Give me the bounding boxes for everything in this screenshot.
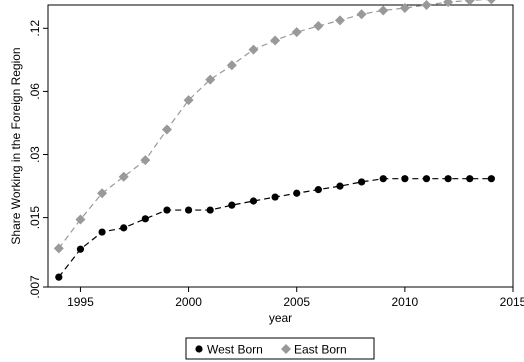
y-tick-label: .12 xyxy=(28,20,42,37)
data-point xyxy=(75,214,86,225)
data-point xyxy=(120,224,128,232)
legend-label: West Born xyxy=(207,343,263,357)
legend-item: East Born xyxy=(281,343,347,357)
data-point xyxy=(487,175,495,183)
y-tick-label: .06 xyxy=(28,83,42,100)
data-point xyxy=(248,44,259,55)
legend-marker xyxy=(195,345,203,353)
y-axis: .007 .015 .03 .06 .12 xyxy=(28,20,48,299)
x-tick-label: 2015 xyxy=(500,295,524,309)
data-point xyxy=(443,0,454,8)
data-point xyxy=(76,245,85,253)
data-point xyxy=(118,171,129,182)
legend-box xyxy=(185,337,375,360)
data-point xyxy=(206,206,214,214)
data-point xyxy=(356,9,367,20)
data-point xyxy=(379,175,387,183)
data-point xyxy=(161,124,172,135)
y-tick-label: .015 xyxy=(28,206,42,230)
data-point xyxy=(53,243,64,254)
data-point xyxy=(422,175,431,183)
data-point xyxy=(313,21,324,32)
series-layer xyxy=(53,0,496,281)
data-point xyxy=(98,228,106,236)
x-axis: 1995 2000 2005 2010 2015 xyxy=(67,287,524,309)
data-point xyxy=(163,206,171,214)
data-point xyxy=(228,201,236,209)
data-point xyxy=(184,206,193,214)
series-west-born xyxy=(55,175,495,281)
data-point xyxy=(466,175,474,183)
data-point xyxy=(464,0,475,6)
data-point xyxy=(314,186,322,194)
y-tick-label: .007 xyxy=(28,275,42,299)
legend-label: East Born xyxy=(294,343,347,357)
data-point xyxy=(401,175,409,183)
y-tick-label: .03 xyxy=(28,146,42,163)
legend: West Born East Born xyxy=(185,337,375,360)
legend-item: West Born xyxy=(195,343,263,357)
data-point xyxy=(444,175,452,183)
data-point xyxy=(97,188,108,199)
data-point xyxy=(270,35,281,46)
data-point xyxy=(140,155,151,166)
data-point xyxy=(334,15,345,26)
data-point xyxy=(55,273,63,281)
x-axis-title: year xyxy=(269,311,292,325)
data-point xyxy=(183,95,194,106)
data-point xyxy=(293,189,301,197)
data-point xyxy=(141,215,149,223)
series-east-born xyxy=(53,0,496,254)
legend-marker xyxy=(281,344,291,354)
plot-frame xyxy=(47,4,514,288)
data-point xyxy=(378,5,389,16)
x-tick-label: 1995 xyxy=(67,295,94,309)
y-axis-title: Share Working in the Foreign Region xyxy=(9,47,23,244)
data-point xyxy=(358,178,366,186)
data-point xyxy=(487,0,496,5)
data-point xyxy=(421,0,432,10)
data-point xyxy=(271,193,279,201)
x-tick-label: 2010 xyxy=(392,295,419,309)
data-point xyxy=(336,182,344,190)
data-point xyxy=(291,27,302,38)
data-point xyxy=(205,74,216,85)
x-tick-label: 2000 xyxy=(175,295,202,309)
data-point xyxy=(226,60,237,71)
x-tick-label: 2005 xyxy=(283,295,310,309)
data-point xyxy=(249,197,258,205)
data-point xyxy=(399,2,410,13)
